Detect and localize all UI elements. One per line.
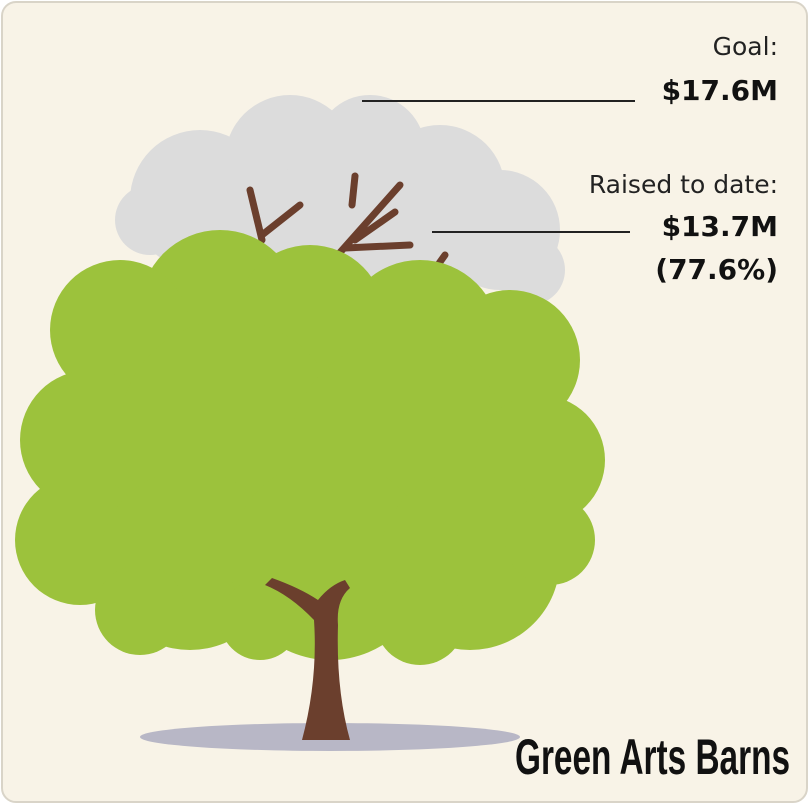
raised-percent: (77.6%): [655, 253, 778, 286]
branches: [246, 172, 449, 294]
goal-label: Goal:: [713, 32, 778, 61]
title: Green Arts Barns: [515, 729, 790, 785]
trunk: [265, 578, 350, 740]
raised-amount: $13.7M: [662, 210, 778, 243]
raised-canopy: [15, 230, 605, 665]
raised-label: Raised to date:: [589, 170, 778, 199]
goal-canopy: [115, 95, 565, 320]
goal-amount: $17.6M: [662, 74, 778, 107]
